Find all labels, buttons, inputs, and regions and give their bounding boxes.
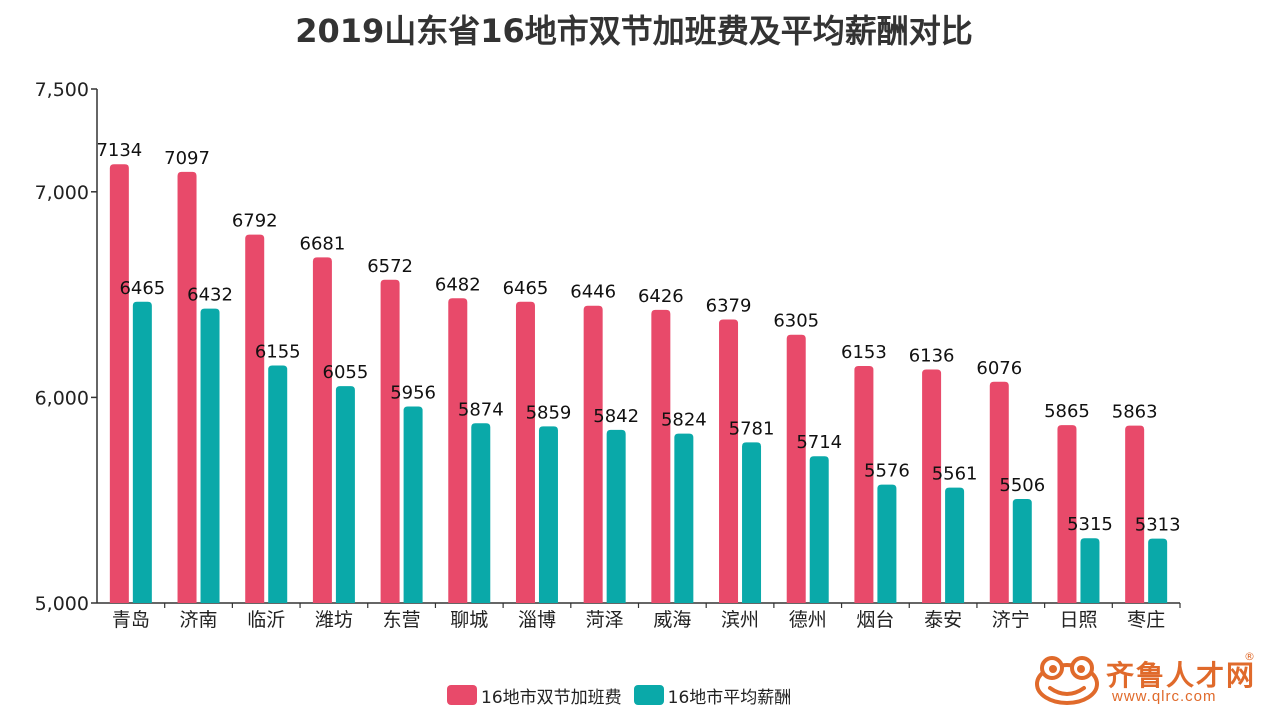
bar-overtime <box>245 234 265 603</box>
bar-salary <box>335 386 355 603</box>
data-label-salary: 5313 <box>1135 515 1181 536</box>
data-label-overtime: 6076 <box>976 358 1022 379</box>
y-tick-label: 7,000 <box>35 182 89 204</box>
x-tick-label: 淄博 <box>518 609 556 631</box>
data-label-salary: 6055 <box>323 362 369 383</box>
bar-overtime <box>312 257 332 603</box>
data-label-salary: 5874 <box>458 399 504 420</box>
data-label-salary: 6155 <box>255 342 301 363</box>
x-tick-label: 威海 <box>653 609 691 631</box>
bar-overtime <box>719 319 739 603</box>
legend-swatch-overtime <box>447 685 477 705</box>
data-label-overtime: 6572 <box>367 256 413 277</box>
data-label-overtime: 7097 <box>164 148 210 169</box>
data-label-salary: 5506 <box>999 475 1045 496</box>
x-tick-label: 济宁 <box>992 609 1030 631</box>
x-tick-label: 烟台 <box>856 609 894 631</box>
bar-salary <box>200 308 220 603</box>
data-label-overtime: 5865 <box>1044 401 1090 422</box>
bar-salary <box>403 406 423 603</box>
x-tick-label: 菏泽 <box>586 609 624 631</box>
bar-overtime <box>177 171 197 603</box>
data-label-salary: 6465 <box>119 278 165 299</box>
data-label-overtime: 6482 <box>435 274 481 295</box>
bar-overtime <box>1057 425 1077 603</box>
bar-overtime <box>109 164 129 603</box>
bar-overtime <box>651 309 671 603</box>
bar-salary <box>268 365 288 603</box>
bar-overtime <box>515 301 535 603</box>
bar-salary <box>809 456 829 603</box>
data-label-salary: 5859 <box>526 402 572 423</box>
legend: 16地市双节加班费 16地市平均薪酬 <box>447 683 803 708</box>
data-label-salary: 5714 <box>796 432 842 453</box>
x-tick-label: 东营 <box>383 609 421 631</box>
data-label-overtime: 6305 <box>773 311 819 332</box>
data-label-salary: 5576 <box>864 461 910 482</box>
x-tick-label: 临沂 <box>247 609 285 631</box>
bar-salary <box>1148 538 1168 603</box>
bar-salary <box>538 426 558 603</box>
data-label-overtime: 6446 <box>570 282 616 303</box>
data-label-overtime: 6792 <box>232 211 278 232</box>
bar-chart: 5,000 6,000 7,000 7,500 7134 6465 青岛 7097 6432 济南… <box>35 79 1181 631</box>
data-label-overtime: 6426 <box>638 286 684 307</box>
bar-overtime <box>922 369 942 603</box>
bar-overtime <box>583 305 603 603</box>
data-label-overtime: 6153 <box>841 342 887 363</box>
x-tick-label: 青岛 <box>112 609 150 631</box>
x-tick-label: 济南 <box>180 609 218 631</box>
x-tick-label: 德州 <box>789 609 827 631</box>
bar-overtime <box>786 334 806 603</box>
bar-salary <box>674 433 694 603</box>
bar-salary <box>606 429 626 603</box>
x-tick-label: 滨州 <box>721 609 759 631</box>
bar-salary <box>877 484 897 603</box>
data-label-salary: 5956 <box>390 382 436 403</box>
legend-label-salary: 16地市平均薪酬 <box>667 687 792 708</box>
bar-salary <box>742 442 762 603</box>
bar-salary <box>945 487 965 603</box>
chart-title: 2019山东省16地市双节加班费及平均薪酬对比 <box>295 12 973 50</box>
bar-overtime <box>380 279 400 603</box>
y-tick-label: 7,500 <box>35 79 89 101</box>
bar-salary <box>132 301 152 603</box>
data-label-salary: 5842 <box>593 406 639 427</box>
bar-overtime <box>989 381 1009 603</box>
x-tick-label: 潍坊 <box>315 609 353 631</box>
data-label-overtime: 6465 <box>503 278 549 299</box>
bar-overtime <box>854 365 874 603</box>
data-label-overtime: 6136 <box>909 345 955 366</box>
bar-overtime <box>1125 425 1145 603</box>
bar-overtime <box>448 298 468 603</box>
logo-text: 齐鲁人才网 <box>1106 659 1257 692</box>
x-tick-label: 日照 <box>1059 609 1097 631</box>
data-label-overtime: 6379 <box>706 295 752 316</box>
bar-salary <box>471 423 491 603</box>
x-tick-label: 枣庄 <box>1127 609 1165 631</box>
data-label-overtime: 6681 <box>300 233 346 254</box>
data-label-overtime: 7134 <box>96 140 142 161</box>
legend-item-salary[interactable]: 16地市平均薪酬 <box>633 683 792 708</box>
legend-item-overtime[interactable]: 16地市双节加班费 <box>447 683 622 708</box>
bar-salary <box>1080 538 1100 603</box>
x-tick-label: 聊城 <box>450 609 488 631</box>
legend-label-overtime: 16地市双节加班费 <box>481 687 622 708</box>
data-label-salary: 5781 <box>729 418 775 439</box>
logo-registered-mark: ® <box>1244 650 1255 663</box>
data-label-overtime: 5863 <box>1112 402 1158 423</box>
legend-swatch-salary <box>633 685 664 705</box>
data-label-salary: 5315 <box>1067 514 1113 535</box>
bar-salary <box>1012 498 1032 603</box>
data-label-salary: 5824 <box>661 410 707 431</box>
data-label-salary: 6432 <box>187 285 233 306</box>
qlrc-logo: 齐鲁人才网 ® www.qlrc.com <box>1032 650 1262 708</box>
x-tick-label: 泰安 <box>924 609 962 631</box>
data-label-salary: 5561 <box>932 464 978 485</box>
frog-logo-icon <box>1035 656 1099 705</box>
y-tick-label: 6,000 <box>35 387 89 409</box>
y-tick-label: 5,000 <box>35 593 89 615</box>
logo-url: www.qlrc.com <box>1112 688 1217 705</box>
